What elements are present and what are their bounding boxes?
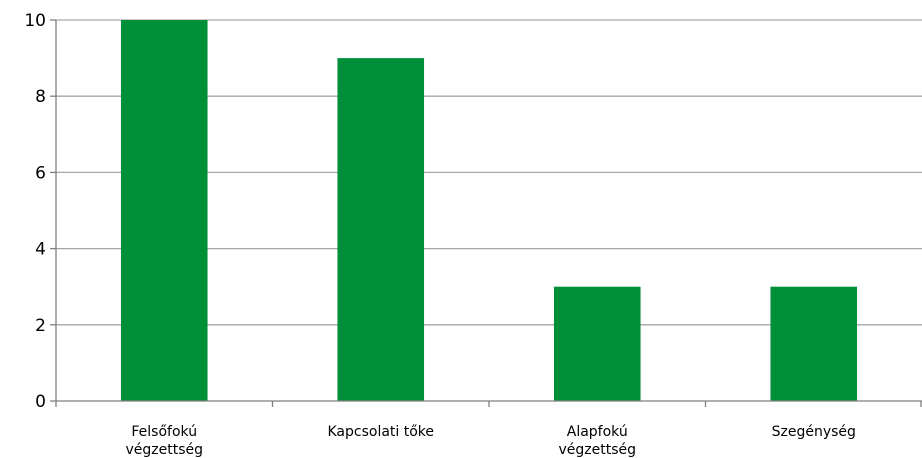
y-tick-label: 0 [35,392,46,412]
y-tick-labels: 0 2 4 6 8 10 [24,11,46,412]
bars [120,20,858,401]
x-category-label: Kapcsolati tőke [327,424,434,440]
bar [770,286,858,401]
x-category-labels: Felsőfokú végzettség Kapcsolati tőke Alapfo… [125,424,855,458]
x-category-label: Szegénység [772,424,856,440]
axes [50,19,922,407]
x-category-label: végzettség [558,442,636,458]
y-tick-label: 6 [35,163,46,183]
x-category-label: Felsőfokú [131,424,197,440]
x-category-label: végzettség [125,442,203,458]
y-tick-label: 4 [35,240,46,260]
bar [553,286,641,401]
bar [337,58,425,401]
bar [120,20,208,401]
x-category-label: Alapfokú [567,424,628,440]
y-tick-label: 8 [35,87,46,107]
y-tick-label: 10 [24,11,46,31]
y-tick-label: 2 [35,316,46,336]
